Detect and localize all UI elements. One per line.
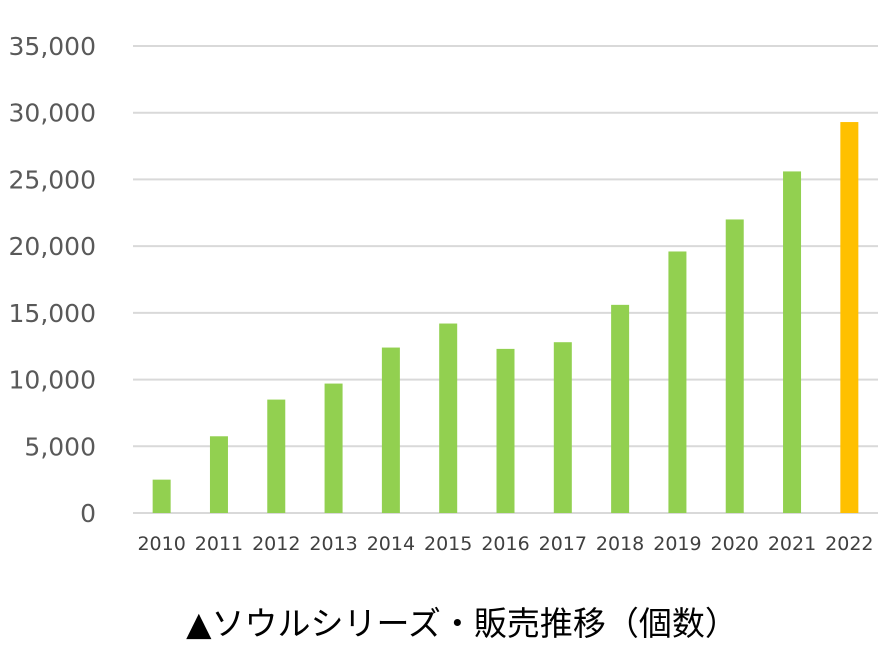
bar-2011	[209, 436, 228, 513]
bar-2018	[611, 304, 630, 513]
x-axis-tick-labels: 2010 2011 2012 2013 2014 2015 2016 2017 2018 2019…	[137, 533, 873, 555]
x-tick-label: 2018	[596, 533, 644, 555]
y-tick-label: 35,000	[9, 32, 96, 61]
x-tick-label: 2019	[653, 533, 701, 555]
bar-2021	[783, 171, 802, 513]
y-axis-tick-labels: 0 5,000 10,000 15,000 20,000 25,000 30,000 35,0…	[9, 32, 96, 528]
x-tick-label: 2021	[768, 533, 816, 555]
bars	[152, 122, 859, 514]
x-tick-label: 2017	[539, 533, 587, 555]
y-tick-label: 20,000	[9, 232, 96, 261]
x-tick-label: 2020	[711, 533, 759, 555]
bar-2019	[668, 251, 687, 514]
y-tick-label: 10,000	[9, 366, 96, 395]
x-tick-label: 2012	[252, 533, 300, 555]
y-tick-label: 5,000	[24, 432, 96, 461]
x-tick-label: 2016	[481, 533, 529, 555]
y-tick-label: 25,000	[9, 165, 96, 194]
y-tick-label: 15,000	[9, 299, 96, 328]
bar-2020	[725, 219, 744, 513]
x-tick-label: 2011	[195, 533, 243, 555]
x-tick-label: 2022	[825, 533, 873, 555]
y-tick-label: 30,000	[9, 99, 96, 128]
bar-2010	[152, 479, 171, 513]
x-tick-label: 2010	[137, 533, 185, 555]
bar-2016	[496, 348, 515, 513]
bar-2014	[381, 347, 400, 513]
x-tick-label: 2014	[367, 533, 415, 555]
y-tick-label: 0	[80, 499, 96, 528]
bar-2017	[553, 342, 572, 513]
bar-2012	[267, 399, 286, 513]
chart-title: ▲ソウルシリーズ・販売推移（個数）	[186, 604, 738, 643]
bar-2022	[840, 122, 859, 513]
bar-2013	[324, 383, 343, 513]
x-tick-label: 2013	[309, 533, 357, 555]
x-tick-label: 2015	[424, 533, 472, 555]
bar-2015	[439, 323, 458, 513]
